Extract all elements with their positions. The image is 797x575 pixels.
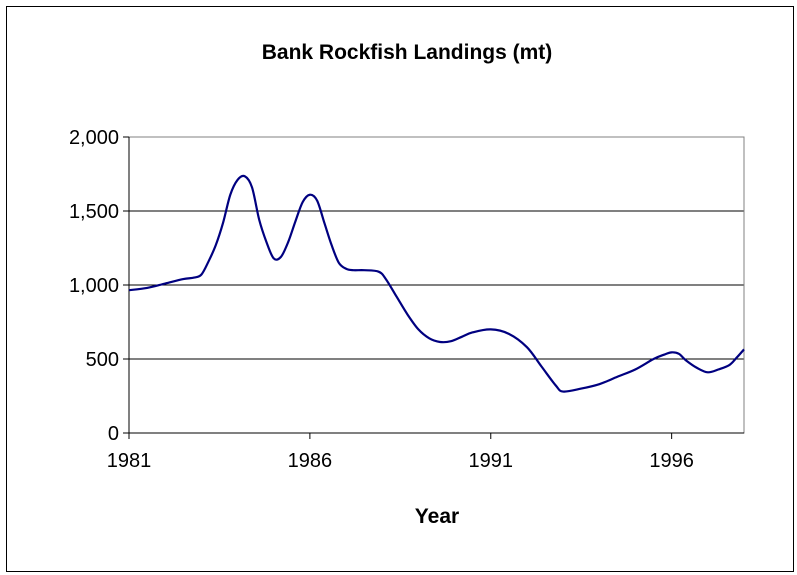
- axes: [123, 136, 744, 439]
- y-tick-label: 1,000: [69, 275, 119, 297]
- series-layer: [128, 174, 745, 393]
- chart-svg: Bank Rockfish Landings (mt) 0 500 1,000 1,5…: [69, 41, 745, 528]
- x-tick-labels: 1981 1986 1991 1996: [107, 450, 694, 472]
- x-tick-label: 1996: [649, 450, 694, 472]
- gridlines: [129, 136, 744, 360]
- x-tick-label: 1981: [107, 450, 152, 472]
- y-tick-label: 0: [108, 423, 119, 445]
- y-tick-label: 500: [86, 349, 119, 371]
- y-tick-label: 2,000: [69, 127, 119, 149]
- chart-frame: Bank Rockfish Landings (mt) 0 500 1,000 1,5…: [6, 6, 794, 572]
- chart-title: Bank Rockfish Landings (mt): [262, 41, 553, 64]
- x-tick-label: 1986: [288, 450, 333, 472]
- x-tick-label: 1991: [469, 450, 514, 472]
- series-line: [128, 174, 745, 393]
- y-tick-label: 1,500: [69, 201, 119, 223]
- y-tick-labels: 0 500 1,000 1,500 2,000: [69, 127, 119, 445]
- x-axis-label: Year: [415, 505, 459, 528]
